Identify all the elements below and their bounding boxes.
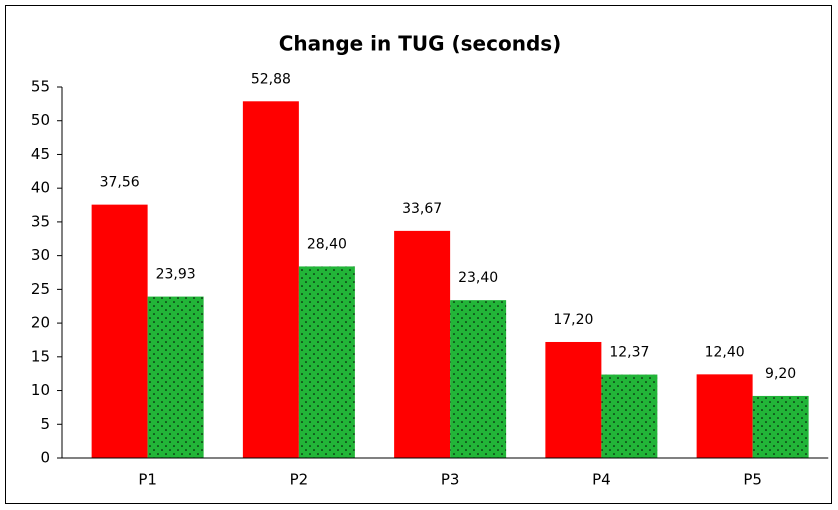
y-tick-label: 10 bbox=[31, 381, 50, 399]
y-tick-label: 55 bbox=[31, 78, 50, 96]
x-tick-label: P5 bbox=[743, 471, 762, 489]
bar bbox=[450, 300, 507, 458]
x-tick-label: P1 bbox=[138, 471, 157, 489]
y-tick-label: 20 bbox=[31, 314, 50, 332]
bar bbox=[242, 101, 299, 459]
value-label: 37,56 bbox=[100, 175, 140, 191]
x-tick-label: P2 bbox=[290, 471, 309, 489]
bar bbox=[696, 374, 753, 458]
y-tick-label: 30 bbox=[31, 246, 50, 264]
y-tick-label: 25 bbox=[31, 280, 50, 298]
y-tick-label: 0 bbox=[40, 449, 50, 467]
x-tick-label: P3 bbox=[441, 471, 460, 489]
y-tick-label: 35 bbox=[31, 212, 50, 230]
value-label: 23,40 bbox=[458, 270, 498, 286]
value-label: 12,37 bbox=[609, 345, 649, 361]
bar bbox=[91, 204, 148, 458]
bar bbox=[545, 341, 602, 458]
y-tick-label: 50 bbox=[31, 111, 50, 129]
y-tick-label: 40 bbox=[31, 179, 50, 197]
bar bbox=[601, 374, 658, 458]
value-label: 33,67 bbox=[402, 201, 442, 217]
value-label: 52,88 bbox=[251, 71, 291, 87]
value-label: 17,20 bbox=[553, 312, 593, 328]
x-tick-label: P4 bbox=[592, 471, 611, 489]
bar bbox=[394, 230, 451, 458]
y-tick-label: 45 bbox=[31, 145, 50, 163]
value-label: 9,20 bbox=[765, 366, 796, 382]
bar bbox=[752, 395, 809, 458]
value-label: 12,40 bbox=[705, 344, 745, 360]
y-tick-label: 5 bbox=[40, 415, 50, 433]
chart-title: Change in TUG (seconds) bbox=[279, 32, 562, 56]
y-tick-label: 15 bbox=[31, 347, 50, 365]
bar bbox=[298, 266, 355, 458]
bar bbox=[147, 296, 204, 458]
value-label: 23,93 bbox=[156, 267, 196, 283]
value-label: 28,40 bbox=[307, 236, 347, 252]
